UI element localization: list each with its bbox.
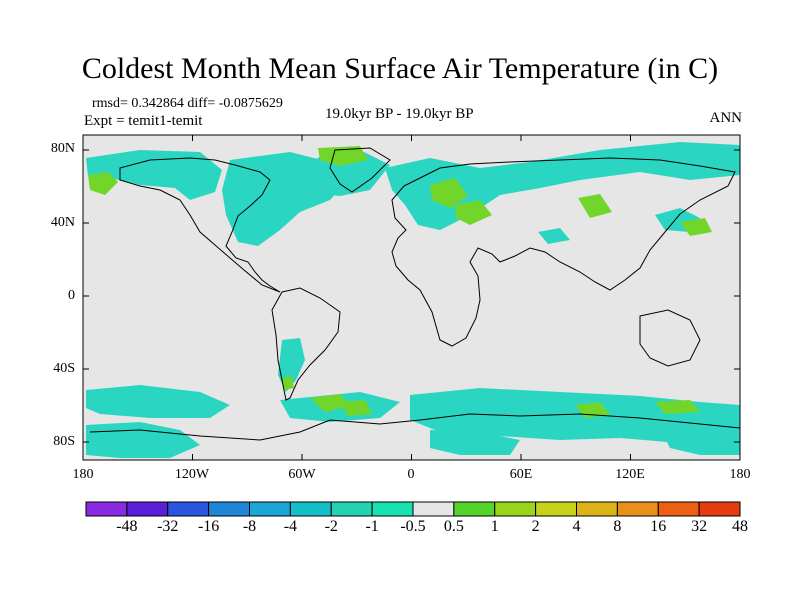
axis-ticks [82, 135, 741, 460]
colorbar-swatch [535, 501, 577, 517]
coastlines [89, 147, 741, 441]
colorbar-swatch [576, 501, 618, 517]
anomaly-patch [538, 228, 570, 244]
lon-label-180w: 180 [72, 467, 94, 482]
coastline [89, 413, 741, 441]
anomaly-patches [86, 142, 740, 458]
anomaly-patch [680, 218, 712, 236]
colorbar-label: -32 [157, 518, 179, 535]
lon-label-180e: 180 [729, 467, 751, 482]
anomaly-patch [340, 400, 372, 416]
anomaly-patch [86, 150, 222, 200]
anomaly-patch [430, 178, 468, 208]
colorbar-label: 48 [732, 518, 748, 535]
colorbar [85, 501, 741, 517]
colorbar-label: -48 [116, 518, 138, 535]
colorbar-swatch [249, 501, 291, 517]
colorbar-swatch [412, 501, 455, 517]
colorbar-swatch [453, 501, 496, 517]
lat-label-40n: 40N [50, 215, 75, 230]
colorbar-label: -2 [324, 518, 338, 535]
colorbar-swatch [371, 501, 414, 517]
anomaly-patch [282, 376, 294, 390]
colorbar-swatch [85, 501, 128, 517]
colorbar-label: 32 [691, 518, 708, 535]
rmsd-diff-text: rmsd= 0.342864 diff= -0.0875629 [92, 96, 283, 111]
anomaly-patch [300, 150, 390, 196]
colorbar-swatch [167, 501, 210, 517]
season-label: ANN [709, 110, 743, 126]
lat-label-40s: 40S [53, 361, 75, 376]
anomaly-patch [578, 194, 612, 218]
colorbar-swatch [289, 501, 332, 517]
anomaly-patch [86, 385, 230, 418]
coastline [391, 157, 736, 347]
colorbar-label: 4 [572, 518, 581, 535]
coastline [119, 157, 281, 293]
colorbar-swatch [494, 501, 537, 517]
colorbar-label: 1 [490, 518, 499, 535]
map-title: Coldest Month Mean Surface Air Temperatu… [81, 52, 719, 85]
lon-label-60w: 60W [288, 467, 316, 482]
colorbar-swatch [657, 501, 700, 517]
anomaly-patch [310, 394, 350, 412]
colorbar-swatch [126, 501, 169, 517]
experiment-label: Expt = temit1-temit [84, 113, 203, 129]
anomaly-patch [655, 400, 700, 414]
anomaly-patch [455, 200, 492, 225]
colorbar-label: -0.5 [400, 518, 426, 535]
coastline [329, 147, 391, 193]
colorbar-label: -16 [197, 518, 220, 535]
lon-label-120e: 120E [615, 467, 645, 482]
colorbar-swatch [208, 501, 250, 517]
colorbar-swatch [330, 501, 373, 517]
lat-label-80s: 80S [53, 434, 75, 449]
coastline [639, 309, 701, 367]
anomaly-patch [88, 172, 118, 195]
colorbar-swatch [616, 501, 659, 517]
colorbar-label: -4 [283, 518, 298, 535]
lon-label-0: 0 [407, 467, 415, 482]
anomaly-patch [660, 428, 740, 455]
colorbar-label: 2 [531, 518, 540, 535]
lon-label-60e: 60E [509, 467, 533, 482]
lat-label-80n: 80N [50, 141, 75, 156]
lon-label-120w: 120W [174, 467, 210, 482]
colorbar-label: 0.5 [443, 518, 464, 535]
period-label: 19.0kyr BP - 19.0kyr BP [325, 106, 474, 122]
colorbar-label: -1 [365, 518, 379, 535]
coastline [271, 287, 341, 401]
colorbar-label: -8 [242, 518, 257, 535]
colorbar-label: 8 [613, 518, 622, 535]
colorbar-label: 16 [650, 518, 667, 535]
lat-label-0: 0 [68, 288, 75, 303]
anomaly-patch [430, 430, 520, 455]
colorbar-swatch [698, 501, 741, 517]
anomaly-patch [318, 146, 368, 166]
